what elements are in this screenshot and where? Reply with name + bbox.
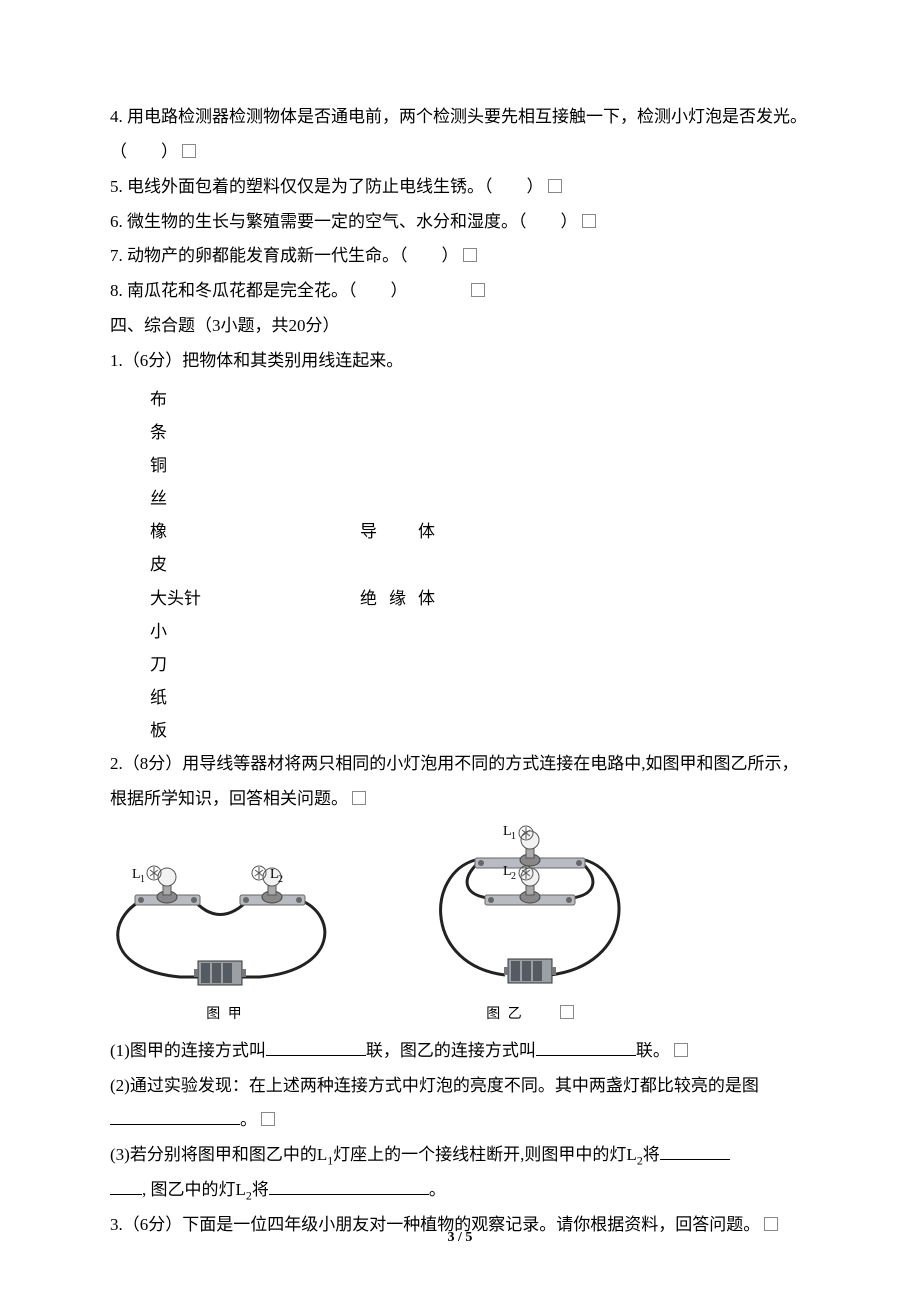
- section4-p2-sub3: (3)若分别将图甲和图乙中的L1灯座上的一个接线柱断开,则图甲中的灯L2将 , …: [110, 1138, 810, 1208]
- figure-parallel: L 1 L 2 图 乙: [430, 825, 630, 1030]
- page-number: 3 / 5: [0, 1224, 920, 1253]
- question-8: 8. 南瓜花和冬瓜花都是完全花。（ ）: [110, 274, 810, 309]
- question-7: 7. 动物产的卵都能发育成新一代生命。（ ）: [110, 239, 810, 274]
- checkbox-icon: [674, 1043, 688, 1057]
- checkbox-icon: [471, 283, 485, 297]
- checkbox-icon: [182, 144, 196, 158]
- svg-text:2: 2: [511, 871, 516, 882]
- question-4: 4. 用电路检测器检测物体是否通电前，两个检测头要先相互接触一下，检测小灯泡是否…: [110, 100, 810, 170]
- match-item-3: 橡 皮: [150, 515, 210, 581]
- fill-blank[interactable]: [110, 1178, 142, 1195]
- figure-series: L 1 L 2 图 甲: [110, 845, 340, 1030]
- checkbox-icon: [463, 248, 477, 262]
- svg-text:1: 1: [511, 831, 516, 842]
- fill-blank[interactable]: [269, 1178, 429, 1195]
- figure-a-caption: 图 甲: [206, 1001, 244, 1030]
- question-5: 5. 电线外面包着的塑料仅仅是为了防止电线生锈。（ ）: [110, 170, 810, 205]
- checkbox-icon: [352, 791, 366, 805]
- matching-block: 布 条 铜 丝 橡 皮 导 体 大头针 绝缘体 小 刀 纸 板: [150, 379, 810, 748]
- match-category-insulator: 绝缘体: [360, 582, 447, 615]
- match-item-4: 大头针: [150, 582, 210, 615]
- match-item-6: 纸 板: [150, 681, 210, 747]
- checkbox-icon: [560, 1005, 574, 1019]
- match-item-1: 布 条: [150, 383, 210, 449]
- section4-p2-sub1: (1)图甲的连接方式叫联，图乙的连接方式叫联。: [110, 1034, 810, 1069]
- match-item-2: 铜 丝: [150, 449, 210, 515]
- svg-text:1: 1: [140, 874, 145, 885]
- checkbox-icon: [548, 179, 562, 193]
- fill-blank[interactable]: [660, 1143, 730, 1160]
- figure-b-caption: 图 乙: [486, 1001, 574, 1030]
- section4-p2-sub2: (2)通过实验发现：在上述两种连接方式中灯泡的亮度不同。其中两盏灯都比较亮的是图…: [110, 1069, 810, 1139]
- match-category-conductor: 导 体: [360, 515, 447, 548]
- circuit-parallel-icon: L 1 L 2: [430, 825, 630, 995]
- svg-text:2: 2: [278, 874, 283, 885]
- section4-p2-stem: 2.（8分）用导线等器材将两只相同的小灯泡用不同的方式连接在电路中,如图甲和图乙…: [110, 747, 810, 817]
- checkbox-icon: [261, 1112, 275, 1126]
- section4-p1-stem: 1.（6分）把物体和其类别用线连起来。: [110, 344, 810, 379]
- match-item-5: 小 刀: [150, 615, 210, 681]
- section-4-heading: 四、综合题（3小题，共20分）: [110, 309, 810, 344]
- question-6: 6. 微生物的生长与繁殖需要一定的空气、水分和湿度。（ ）: [110, 205, 810, 240]
- fill-blank[interactable]: [536, 1039, 636, 1056]
- fill-blank[interactable]: [110, 1108, 240, 1125]
- circuit-series-icon: L 1 L 2: [110, 845, 340, 995]
- checkbox-icon: [582, 214, 596, 228]
- fill-blank[interactable]: [266, 1039, 366, 1056]
